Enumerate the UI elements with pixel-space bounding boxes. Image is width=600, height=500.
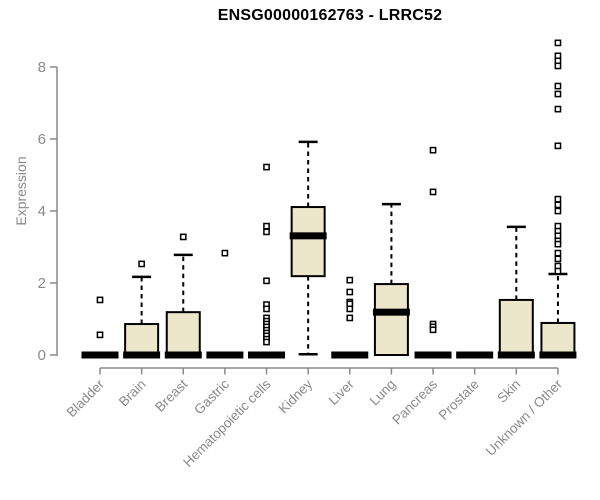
box-group: [456, 351, 494, 359]
box-group: [123, 260, 161, 359]
outlier-point: [346, 305, 354, 313]
outlier-point: [96, 296, 104, 304]
outlier-point: [554, 201, 562, 209]
outlier-point: [554, 82, 562, 90]
median-bar: [539, 351, 577, 359]
outlier-point: [221, 249, 229, 257]
outlier-point: [554, 267, 562, 275]
outlier-point: [263, 222, 270, 230]
category-label: Kidney: [275, 376, 315, 416]
y-axis: 0 2 4 6 8: [38, 59, 58, 364]
y-tick-label: 4: [38, 203, 46, 220]
outlier-point: [554, 90, 562, 98]
category-label: Prostate: [436, 377, 482, 423]
outlier-point: [554, 142, 562, 150]
y-tick-label: 0: [38, 347, 46, 364]
outlier-point: [263, 228, 270, 236]
box-group: [372, 202, 410, 356]
outlier-point: [429, 188, 437, 196]
median-bar: [206, 351, 244, 359]
category-label: Bladder: [64, 376, 108, 420]
y-tick-label: 2: [38, 275, 46, 292]
median-bar: [81, 351, 119, 359]
box-group: [81, 296, 119, 359]
outlier-point: [429, 146, 437, 154]
outlier-point: [346, 314, 354, 322]
box-body: [124, 323, 160, 357]
box-group: [414, 146, 452, 359]
outlier-point: [429, 326, 437, 334]
outlier-point: [554, 195, 562, 203]
box-group: [248, 163, 286, 359]
median-bar: [248, 351, 286, 359]
outlier-point: [346, 288, 354, 296]
median-bar: [497, 351, 535, 359]
outlier-point: [554, 207, 562, 215]
box-group: [497, 225, 535, 359]
box-group: [164, 233, 202, 359]
box-group: [539, 39, 577, 359]
category-label: Skin: [494, 377, 523, 406]
median-bar: [164, 351, 202, 359]
category-label: Lung: [367, 377, 399, 409]
box-body: [498, 298, 534, 357]
category-label: Unknown / Other: [483, 376, 566, 459]
median-bar: [414, 351, 452, 359]
median-bar: [456, 351, 494, 359]
outlier-point: [554, 105, 562, 113]
box-body: [290, 206, 326, 278]
box-group: [289, 140, 327, 356]
outlier-point: [554, 240, 562, 248]
outlier-point: [346, 276, 354, 284]
outlier-point: [263, 277, 270, 285]
box-group: [206, 249, 244, 359]
box-body: [373, 283, 409, 356]
outlier-point: [138, 260, 145, 268]
box-body: [165, 311, 201, 357]
outlier-point: [263, 338, 270, 346]
y-tick-label: 8: [38, 59, 46, 76]
outlier-point: [554, 39, 562, 47]
median-bar: [289, 232, 327, 240]
outlier-point: [554, 255, 562, 263]
outlier-point: [179, 233, 187, 241]
box-group: [331, 276, 369, 359]
category-label: Brain: [116, 377, 149, 410]
outlier-point: [554, 249, 562, 257]
category-label: Gastric: [191, 376, 232, 417]
median-bar: [123, 351, 161, 359]
median-bar: [372, 308, 410, 316]
outlier-point: [96, 331, 104, 339]
chart-title: ENSG00000162763 - LRRC52: [217, 7, 443, 24]
outlier-point: [263, 163, 270, 171]
category-label: Breast: [152, 376, 190, 414]
category-label: Liver: [326, 376, 358, 408]
outlier-point: [263, 305, 270, 313]
median-bar: [331, 351, 369, 359]
y-tick-label: 6: [38, 131, 46, 148]
category-label: Pancreas: [389, 376, 440, 427]
box-body: [540, 321, 576, 356]
outlier-point: [554, 62, 562, 70]
